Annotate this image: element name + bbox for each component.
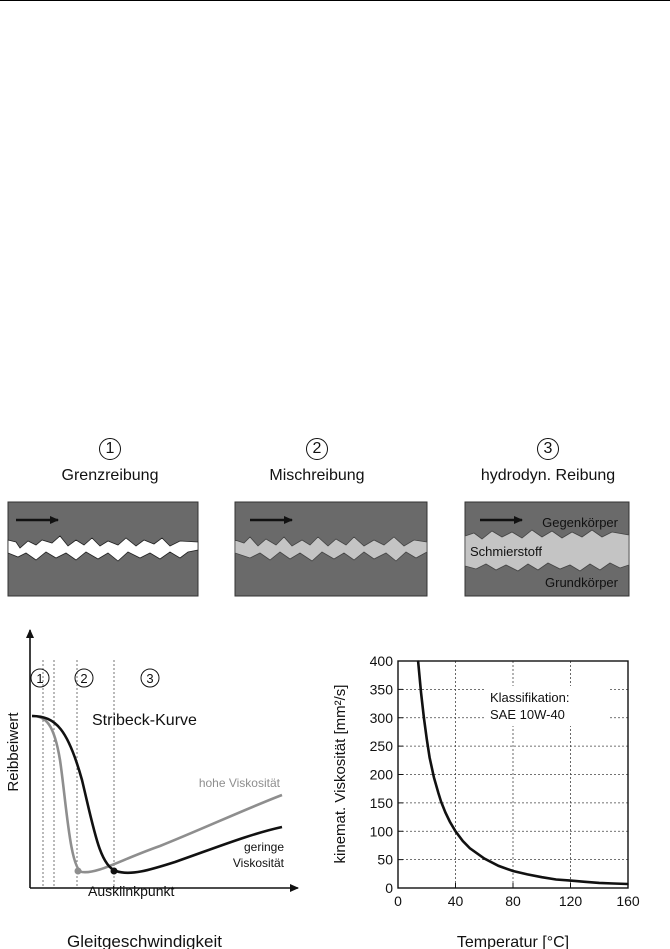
label-counter-body: Gegenkörper xyxy=(542,515,619,530)
regime-boundary-header: 1 Grenzreibung xyxy=(0,438,220,485)
y-tick-label: 200 xyxy=(370,767,394,783)
mixed-friction-panel xyxy=(234,501,428,597)
regime-number-3: 3 xyxy=(537,438,559,460)
y-tick-label: 150 xyxy=(370,795,394,811)
stribeck-diagram: 1 2 3 Stribeck-Kurve hohe Viskosität ger… xyxy=(5,629,299,949)
stribeck-y-label: Reibbeiwert xyxy=(5,712,22,792)
regime-label-hydrodynamic: hydrodyn. Reibung xyxy=(480,467,616,484)
x-tick-label: 80 xyxy=(505,893,521,909)
stribeck-zone-circle-2 xyxy=(74,668,94,688)
stribeck-zone-circle-1 xyxy=(30,668,50,688)
stribeck-zone-number-3: 3 xyxy=(146,671,153,686)
stribeck-zone-number-1: 1 xyxy=(36,671,43,686)
label-low-viscosity-line2: Viskosität xyxy=(233,856,285,870)
viscosity-data-point xyxy=(598,882,601,884)
viscosity-data-point xyxy=(423,717,425,719)
viscosity-x-label: Temperatur [°C] xyxy=(457,934,569,949)
viscosity-data-point xyxy=(512,870,514,872)
marker-breakaway-point xyxy=(110,867,118,875)
y-tick-label: 350 xyxy=(370,681,394,697)
marker-high-viscosity-minimum xyxy=(74,867,82,875)
viscosity-data-point xyxy=(555,878,557,881)
y-tick-label: 0 xyxy=(385,880,393,896)
regime-hydrodynamic-header: 3 hydrodyn. Reibung xyxy=(438,438,658,485)
regime-label-boundary: Grenzreibung xyxy=(61,467,159,484)
regime-label-mixed: Mischreibung xyxy=(269,467,365,484)
label-low-viscosity-line1: geringe xyxy=(244,840,284,854)
viscosity-data-point xyxy=(627,883,629,885)
hydrodynamic-friction-panel: Gegenkörper Schmierstoff Grundkörper xyxy=(464,501,630,597)
x-tick-label: 0 xyxy=(394,893,402,909)
annotation-background xyxy=(484,686,608,726)
viscosity-data-points xyxy=(417,660,629,885)
label-lubricant: Schmierstoff xyxy=(470,544,542,559)
regime-number-1: 1 xyxy=(99,438,121,460)
x-tick-label: 40 xyxy=(448,893,464,909)
viscosity-data-point xyxy=(428,756,431,759)
regime-mixed-header: 2 Mischreibung xyxy=(207,438,427,485)
viscosity-y-label: kinemat. Viskosität [mm²/s] xyxy=(332,685,349,864)
viscosity-curve xyxy=(416,660,629,886)
viscosity-data-point xyxy=(420,691,422,693)
annotation-classification: Klassifikation: xyxy=(490,690,569,705)
viscosity-data-point xyxy=(612,882,615,885)
viscosity-chart: 0 40 80 120 160 0 50 100 150 200 250 300 350 400 Klas… xyxy=(332,653,640,949)
viscosity-data-point xyxy=(584,881,586,883)
stribeck-x-label: Gleitgeschwindigkeit xyxy=(67,932,222,949)
viscosity-data-point xyxy=(469,847,471,850)
viscosity-data-point xyxy=(437,791,440,794)
viscosity-data-point xyxy=(497,865,500,867)
y-tick-label: 100 xyxy=(370,823,394,839)
top-rule xyxy=(0,0,670,1)
viscosity-data-point xyxy=(526,873,529,876)
viscosity-data-point xyxy=(444,811,447,814)
y-tick-label: 300 xyxy=(370,710,394,726)
viscosity-data-point xyxy=(449,820,451,823)
annotation-sae-grade: SAE 10W-40 xyxy=(490,707,565,722)
stribeck-zone-circle-3 xyxy=(140,668,160,688)
viscosity-data-point xyxy=(417,660,419,662)
viscosity-data-point xyxy=(569,879,572,882)
panel-2-lubricant-layer xyxy=(234,536,428,562)
viscosity-data-point xyxy=(454,830,457,833)
x-tick-label: 120 xyxy=(559,893,583,909)
boundary-friction-panel xyxy=(7,501,199,597)
viscosity-data-point xyxy=(483,857,486,860)
x-tick-label: 160 xyxy=(616,893,640,909)
stribeck-title: Stribeck-Kurve xyxy=(92,712,197,729)
curve-high-viscosity xyxy=(31,714,283,874)
panel-3-lubricant-film xyxy=(464,529,630,572)
viscosity-data-point xyxy=(426,738,428,741)
viscosity-data-point xyxy=(433,776,435,779)
regime-number-2: 2 xyxy=(306,438,328,460)
viscosity-ticks: 0 40 80 120 160 0 50 100 150 200 250 300 350 400 xyxy=(370,653,640,909)
label-base-body: Grundkörper xyxy=(545,575,619,590)
stribeck-zone-number-2: 2 xyxy=(80,671,87,686)
y-tick-label: 250 xyxy=(370,738,394,754)
y-tick-label: 400 xyxy=(370,653,394,669)
viscosity-data-point xyxy=(440,800,442,803)
panel-1-contact-gap xyxy=(7,535,199,562)
y-tick-label: 50 xyxy=(377,852,393,868)
viscosity-data-point xyxy=(541,876,543,878)
label-breakaway-point: Ausklinkpunkt xyxy=(88,883,174,899)
viscosity-data-point xyxy=(461,840,464,842)
label-high-viscosity: hohe Viskosität xyxy=(199,776,281,790)
